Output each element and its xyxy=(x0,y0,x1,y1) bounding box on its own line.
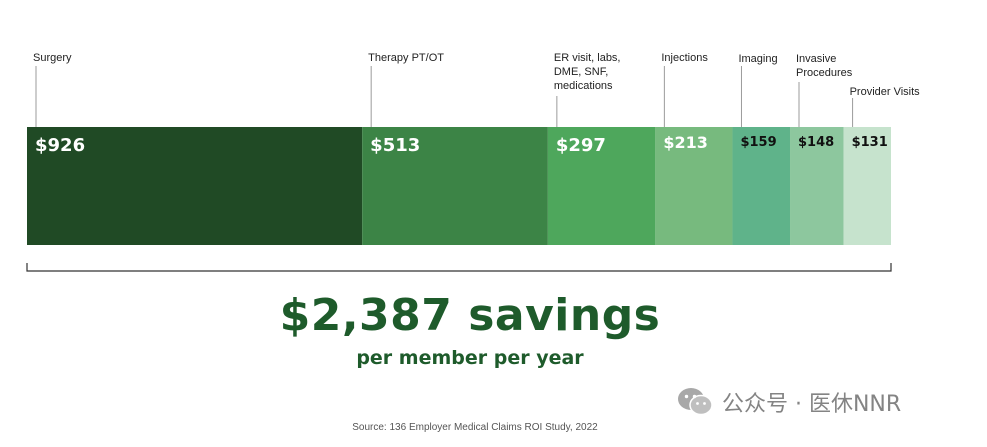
watermark: 公众号 · 医休NNR xyxy=(676,385,901,419)
source-note: Source: 136 Employer Medical Claims ROI … xyxy=(352,422,598,433)
value-label: $213 xyxy=(663,133,708,152)
category-label: Provider Visits xyxy=(850,86,921,98)
category-label: Imaging xyxy=(738,53,777,65)
bar-segment-0 xyxy=(27,127,363,245)
wechat-icon xyxy=(678,388,713,416)
value-label: $148 xyxy=(798,135,834,150)
category-label: Therapy PT/OT xyxy=(368,52,444,64)
category-label: Invasive Procedures xyxy=(796,53,853,79)
bar-segment-3 xyxy=(655,127,733,245)
category-label: Injections xyxy=(661,52,708,64)
category-label: ER visit, labs, DME, SNF, medications xyxy=(554,52,621,92)
value-label: $513 xyxy=(370,135,420,156)
value-label: $926 xyxy=(35,135,85,156)
bar-segment-2 xyxy=(547,127,656,245)
category-label: Surgery xyxy=(33,52,72,64)
value-label: $297 xyxy=(556,135,606,156)
bar-segment-5 xyxy=(790,127,844,245)
total-savings-subtitle: per member per year xyxy=(356,347,584,369)
bar-segment-1 xyxy=(362,127,548,245)
value-label: $159 xyxy=(740,135,776,150)
total-savings: $2,387 savings xyxy=(279,290,661,341)
value-label: $131 xyxy=(852,135,888,150)
total-bracket xyxy=(26,263,892,272)
bar-segment-4 xyxy=(732,127,791,245)
watermark-text: 公众号 · 医休NNR xyxy=(722,392,902,417)
bar-segment-6 xyxy=(843,127,891,245)
